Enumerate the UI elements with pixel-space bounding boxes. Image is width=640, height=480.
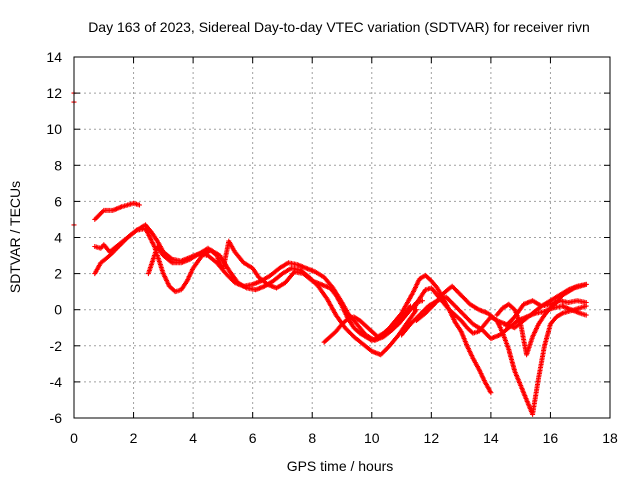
x-tick-label: 14 xyxy=(483,430,499,446)
y-tick-label: 8 xyxy=(54,157,62,173)
x-axis-label: GPS time / hours xyxy=(287,458,394,474)
x-tick-label: 12 xyxy=(424,430,440,446)
series-track-e xyxy=(321,272,494,396)
x-tick-label: 8 xyxy=(308,430,316,446)
y-tick-label: -6 xyxy=(50,410,63,426)
data-point xyxy=(132,228,138,234)
y-axis-label: SDTVAR / TECUs xyxy=(7,181,23,293)
y-tick-label: 2 xyxy=(54,266,62,282)
data-point xyxy=(583,300,589,305)
series-track-b xyxy=(71,99,413,343)
axis-ticks: 0 2 4 6 8 10 12 14 16 18 -6 -4 -2 0 2 4 6 8 10 12 14 xyxy=(46,49,618,446)
series-track-j xyxy=(503,298,589,329)
series-track-c xyxy=(92,226,419,358)
data-point xyxy=(583,312,589,318)
x-tick-label: 0 xyxy=(70,430,78,446)
x-tick-label: 2 xyxy=(130,430,138,446)
data-point xyxy=(488,390,494,396)
x-tick-label: 6 xyxy=(249,430,257,446)
x-tick-label: 4 xyxy=(189,430,197,446)
y-tick-label: 12 xyxy=(46,85,62,101)
y-tick-label: 0 xyxy=(54,302,62,318)
series-track-a xyxy=(71,90,142,222)
x-tick-label: 18 xyxy=(602,430,618,446)
y-tick-label: 6 xyxy=(54,193,62,209)
chart-title: Day 163 of 2023, Sidereal Day-to-day VTE… xyxy=(88,19,590,35)
series-track-d xyxy=(145,238,425,343)
data-series xyxy=(71,90,589,417)
x-tick-label: 10 xyxy=(364,430,380,446)
y-tick-label: 4 xyxy=(54,230,62,246)
y-tick-label: 14 xyxy=(46,49,62,65)
data-point xyxy=(379,351,385,357)
data-point xyxy=(137,202,142,208)
data-point xyxy=(410,319,416,325)
y-tick-label: -4 xyxy=(50,374,63,390)
data-point xyxy=(453,287,458,293)
data-point xyxy=(583,281,589,287)
x-tick-label: 16 xyxy=(543,430,559,446)
y-tick-label: -2 xyxy=(50,338,63,354)
data-point xyxy=(457,308,463,314)
y-tick-label: 10 xyxy=(46,121,62,137)
